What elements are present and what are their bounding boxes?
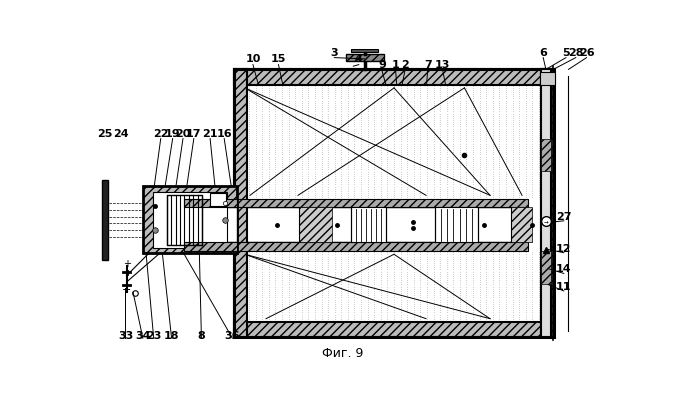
Text: 34: 34 [135,330,150,341]
Bar [234,70,247,337]
Bar [234,322,554,337]
Bar [299,208,332,242]
Text: 5: 5 [562,47,570,57]
Bar [183,242,528,252]
Text: 25: 25 [97,128,113,139]
Text: −: − [122,284,131,294]
Text: 20: 20 [175,128,190,139]
Bar [511,208,533,242]
Text: 24: 24 [113,128,129,139]
Text: 10: 10 [245,54,260,64]
Text: Фиг. 9: Фиг. 9 [322,347,363,360]
Bar [183,208,237,242]
Text: 26: 26 [579,47,594,57]
Bar [209,193,226,206]
Bar [167,195,202,245]
Text: 4: 4 [355,54,363,64]
Text: 33: 33 [118,330,133,341]
Bar [183,199,237,208]
Bar [234,70,554,85]
Text: 2: 2 [401,60,409,70]
Text: 7: 7 [424,60,431,70]
Bar [102,180,108,260]
Text: 17: 17 [186,128,202,139]
Text: 15: 15 [271,54,286,64]
Text: →: → [543,219,548,224]
Text: 8: 8 [197,330,205,341]
Text: 12: 12 [556,243,572,253]
Text: 18: 18 [164,330,179,341]
Bar [183,208,528,242]
Bar [351,50,378,53]
Bar [541,140,551,172]
Text: 23: 23 [146,330,162,341]
Text: 22: 22 [153,128,169,139]
Bar [351,208,386,242]
Bar [540,73,555,85]
Bar [144,187,237,254]
Bar [435,208,478,242]
Text: 9: 9 [378,60,386,70]
Bar [183,199,528,208]
Text: +: + [122,258,131,268]
Bar [153,192,227,248]
Text: 11: 11 [556,281,572,291]
Text: 16: 16 [216,128,232,139]
Bar [541,252,551,284]
Text: 19: 19 [165,128,181,139]
Text: 21: 21 [202,128,218,139]
Text: 3: 3 [330,47,338,57]
Text: 28: 28 [568,47,584,57]
Bar [183,242,237,252]
Text: 1: 1 [392,60,400,70]
Bar [541,70,554,337]
Text: 36: 36 [225,330,240,341]
Bar [346,55,384,62]
Text: 6: 6 [539,47,547,57]
Bar [541,70,551,337]
Bar [234,252,554,337]
Bar [234,70,554,199]
Bar [234,70,554,337]
Text: 13: 13 [435,60,451,70]
Text: 27: 27 [556,211,572,221]
Text: 14: 14 [556,264,572,274]
